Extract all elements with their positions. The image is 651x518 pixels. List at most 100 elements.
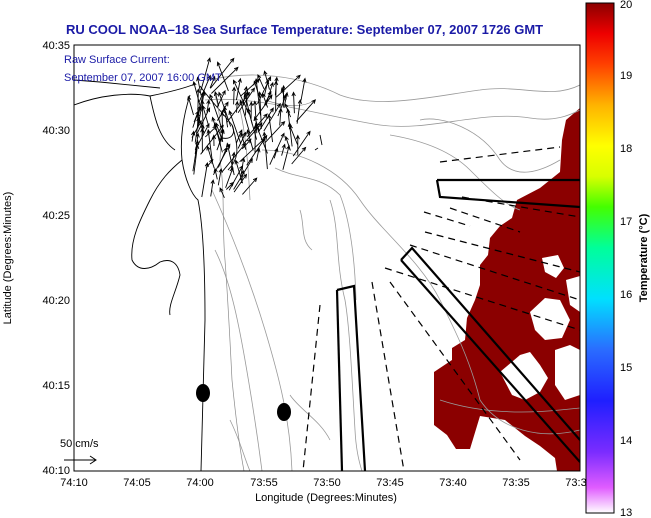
x-tick-label: 73:45: [376, 477, 404, 489]
current-vector: [187, 95, 194, 116]
colorbar-tick: 18: [620, 143, 632, 155]
cloud-gap: [566, 276, 580, 312]
x-tick-label: 74:10: [60, 477, 88, 489]
scale-arrow: [64, 455, 97, 465]
current-vector: [234, 159, 244, 184]
current-vector: [200, 127, 205, 153]
colorbar-tick: 20: [620, 0, 632, 11]
colorbar-tick: 16: [620, 289, 632, 301]
x-axis-label: Longitude (Degrees:Minutes): [255, 492, 397, 504]
current-vector: [257, 74, 265, 89]
current-vector: [216, 61, 229, 92]
surface-current-vectors: [187, 57, 316, 198]
current-vector: [291, 146, 307, 165]
current-vector: [257, 107, 274, 133]
x-tick-label: 73:35: [502, 477, 530, 489]
y-tick-label: 40:15: [42, 380, 70, 392]
current-vector: [242, 177, 258, 195]
cloud-gap: [530, 298, 570, 340]
current-vector: [296, 99, 316, 122]
y-tick-label: 40:35: [42, 40, 70, 52]
current-vector: [246, 129, 254, 151]
current-vector: [235, 77, 242, 101]
colorbar-tick: 15: [620, 362, 632, 374]
current-vector: [206, 128, 213, 161]
current-vector: [228, 164, 244, 191]
x-tick-label: 73:40: [439, 477, 467, 489]
current-vector: [267, 113, 274, 143]
current-vector: [206, 145, 215, 169]
current-vector: [210, 57, 235, 89]
current-label-line2: September 07, 2007 16:00 GMT: [64, 72, 222, 84]
current-vector: [233, 79, 250, 115]
current-vector: [256, 147, 261, 161]
current-vector: [196, 107, 211, 134]
current-vector: [280, 87, 285, 99]
current-vector: [263, 102, 281, 132]
current-vector: [194, 132, 200, 155]
current-vector: [219, 187, 225, 198]
current-vector: [200, 124, 224, 155]
y-tick-label: 40:25: [42, 210, 70, 222]
bathymetry-contours: [204, 74, 580, 471]
current-vector: [257, 76, 272, 104]
current-vector: [196, 88, 201, 127]
x-axis: 74:10 74:05 74:00 73:55 73:50 73:45 73:4…: [60, 477, 586, 504]
station-marker: [277, 403, 291, 421]
current-vector: [196, 76, 202, 96]
current-vector: [191, 120, 202, 138]
x-tick-label: 74:05: [123, 477, 151, 489]
current-vector: [254, 77, 261, 116]
current-vector: [240, 132, 247, 150]
y-tick-label: 40:10: [42, 465, 70, 477]
current-vector: [235, 100, 240, 113]
current-vector: [235, 129, 243, 144]
current-vector: [287, 122, 293, 147]
colorbar-gradient: [585, 2, 615, 514]
current-vector: [206, 99, 211, 113]
current-vector: [233, 173, 248, 193]
x-tick-label: 73:50: [313, 477, 341, 489]
current-vector: [226, 91, 251, 123]
current-vector: [264, 120, 286, 144]
current-vector: [213, 143, 231, 176]
current-vector: [194, 116, 201, 143]
current-vector: [230, 151, 236, 170]
current-vector: [242, 122, 263, 146]
current-vector: [231, 86, 237, 105]
current-vector: [292, 130, 311, 157]
current-vector: [253, 94, 273, 121]
colorbar-tick: 13: [620, 507, 632, 518]
current-vector: [273, 80, 279, 112]
current-vector: [261, 92, 269, 108]
current-vector: [239, 137, 266, 163]
current-vector: [225, 181, 235, 190]
colorbar-tick: 17: [620, 216, 632, 228]
y-tick-label: 40:30: [42, 125, 70, 137]
cloud-gap: [555, 345, 580, 400]
current-vector: [198, 74, 211, 102]
current-vector: [275, 74, 301, 98]
colorbar-label: Temperature (°C): [638, 213, 650, 302]
current-vector: [209, 93, 222, 128]
current-label-line1: Raw Surface Current:: [64, 54, 170, 66]
map-title: RU COOL NOAA–18 Sea Surface Temperature:…: [66, 22, 543, 37]
scale-label: 50 cm/s: [60, 438, 99, 450]
current-vector: [295, 134, 300, 155]
x-tick-label: 74:00: [186, 477, 214, 489]
nearshore-contours: [214, 94, 316, 471]
current-vector: [269, 132, 285, 165]
current-vector: [210, 179, 215, 197]
current-vector: [228, 109, 242, 144]
current-vector: [291, 91, 296, 114]
x-tick-label: 73:55: [250, 477, 278, 489]
current-vector: [213, 90, 220, 107]
coastline: [74, 79, 323, 471]
current-vector: [300, 77, 307, 101]
current-vector: [274, 76, 279, 96]
station-marker: [196, 384, 210, 402]
current-vector: [281, 84, 286, 108]
current-vector: [263, 70, 270, 90]
y-axis-label: Latitude (Degrees:Minutes): [2, 192, 14, 325]
